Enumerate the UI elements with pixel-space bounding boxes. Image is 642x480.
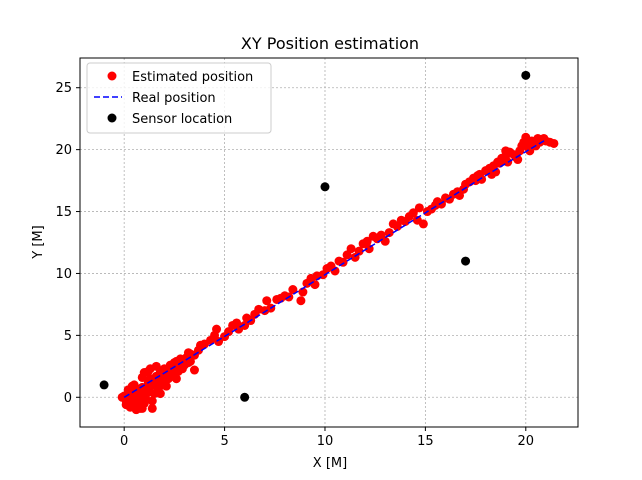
estimated-position-point — [296, 296, 306, 306]
estimated-position-point — [135, 403, 145, 413]
estimated-position-point — [362, 236, 372, 246]
estimated-position-point — [123, 385, 133, 395]
estimated-position-point — [493, 157, 503, 167]
estimated-position-point — [185, 349, 195, 359]
sensor-location-point — [320, 182, 330, 192]
estimated-position-point — [384, 228, 394, 238]
estimated-position-point — [539, 133, 549, 143]
y-axis-label: Y [M] — [31, 225, 46, 259]
legend-label-real: Real position — [132, 91, 216, 106]
estimated-position-point — [330, 266, 340, 276]
x-tick-label: 10 — [317, 434, 334, 449]
plot-series — [99, 70, 559, 415]
sensor-location-point — [461, 256, 471, 266]
estimated-position-point — [288, 285, 298, 295]
legend-box — [86, 62, 272, 134]
estimated-position-point — [151, 361, 161, 371]
estimated-position-point — [414, 203, 424, 213]
legend-label-sensor: Sensor location — [132, 112, 232, 127]
estimated-position-point — [240, 320, 250, 330]
estimated-position-point — [262, 296, 272, 306]
estimated-position-point — [346, 244, 356, 254]
estimated-position-point — [418, 219, 428, 229]
estimated-position-point — [408, 208, 418, 218]
estimated-position-point — [487, 169, 497, 179]
y-tick-label: 20 — [55, 143, 72, 158]
estimated-position-point — [123, 398, 133, 408]
x-tick-label: 0 — [120, 434, 128, 449]
plot-area-frame — [79, 57, 579, 428]
estimated-position-point — [549, 138, 559, 148]
estimated-position-point — [473, 171, 483, 181]
x-tick-label: 20 — [518, 434, 535, 449]
estimated-position-point — [147, 403, 157, 413]
estimated-position-point — [310, 280, 320, 290]
estimated-position-point — [354, 246, 364, 256]
real-position-line — [123, 139, 547, 398]
estimated-position-point — [129, 380, 139, 390]
estimated-position-point — [155, 389, 165, 399]
estimated-position-point — [380, 236, 390, 246]
y-tick-label: 10 — [55, 267, 72, 282]
estimated-position-point — [212, 324, 222, 334]
legend-label-estimated: Estimated position — [132, 70, 253, 85]
estimated-position-point — [298, 287, 308, 297]
estimated-position-point — [147, 396, 157, 406]
x-tick-label: 5 — [220, 434, 228, 449]
estimated-position-point — [501, 146, 511, 156]
y-tick-label: 0 — [64, 391, 72, 406]
estimated-position-point — [161, 381, 171, 391]
estimated-position-point — [117, 392, 127, 402]
estimated-position-point — [171, 374, 181, 384]
y-tick-label: 5 — [64, 329, 72, 344]
sensor-location-point — [521, 70, 531, 80]
y-tick-label: 15 — [55, 205, 72, 220]
y-tick-label: 25 — [55, 81, 72, 96]
legend-marker-sensor — [107, 113, 117, 123]
legend-marker-estimated — [107, 71, 117, 81]
axis-ticks: 0 5 10 15 20 0 5 10 15 20 25 — [55, 81, 534, 449]
x-tick-label: 15 — [417, 434, 434, 449]
estimated-position-point — [143, 366, 153, 376]
x-axis-label: X [M] — [313, 456, 347, 471]
sensor-location-point — [99, 380, 109, 390]
estimated-position-point — [135, 390, 145, 400]
estimated-position-point — [137, 372, 147, 382]
estimated-position-point — [189, 365, 199, 375]
sensor-location-point — [240, 392, 250, 402]
chart-title: XY Position estimation — [241, 34, 419, 53]
legend: Estimated position Real position Sensor … — [86, 62, 272, 134]
